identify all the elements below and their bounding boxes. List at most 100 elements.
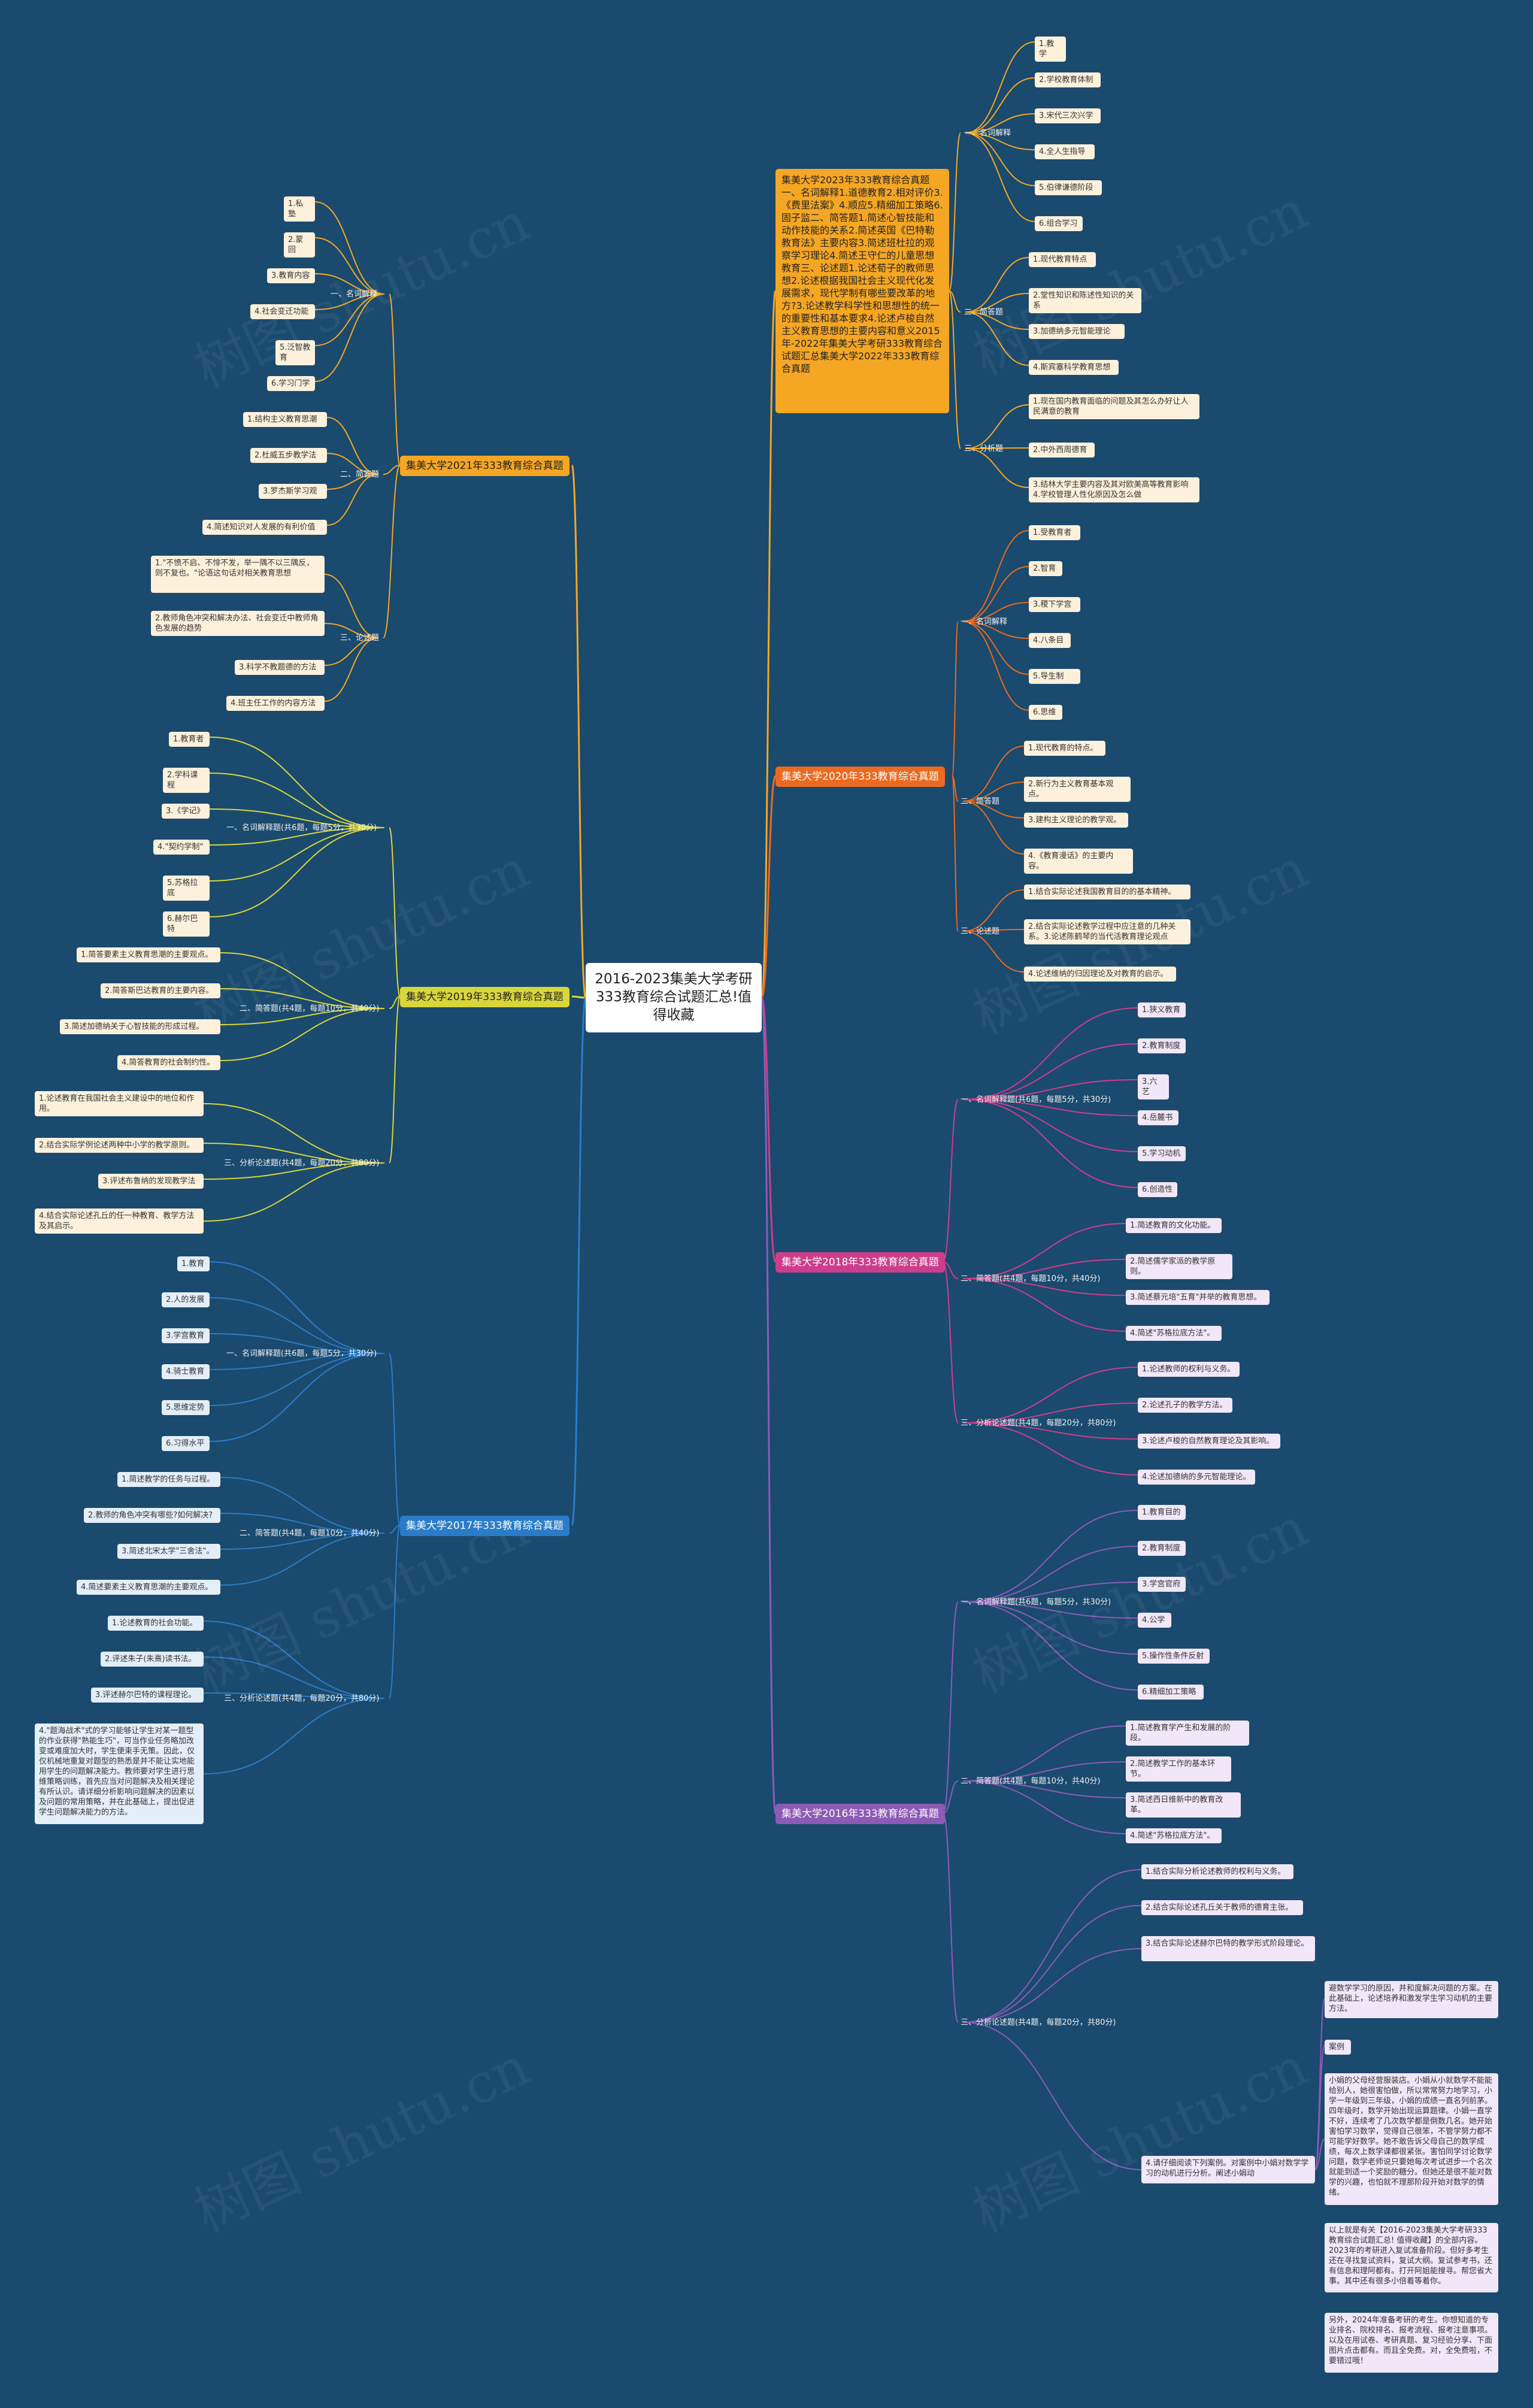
branch-2023-summary[interactable]: 集美大学2023年333教育综合真题一、名词解释1.道德教育2.相对评价3.《费… [775, 169, 949, 413]
leaf-item[interactable]: 6.思维 [1029, 705, 1062, 720]
leaf-item[interactable]: 3.六艺 [1138, 1074, 1169, 1099]
leaf-item[interactable]: 1.现在国内教育面临的问题及其怎么办好让人民满意的教育 [1029, 394, 1199, 419]
leaf-item[interactable]: 3.结合实际论述赫尔巴特的教学形式阶段理论。 [1141, 1936, 1315, 1961]
leaf-item[interactable]: 2.新行为主义教育基本观点。 [1024, 777, 1131, 802]
leaf-item[interactable]: 4.简述"苏格拉底方法"。 [1126, 1828, 1222, 1843]
leaf-item[interactable]: 6.创造性 [1138, 1182, 1177, 1197]
leaf-item[interactable]: 1.简述教育的文化功能。 [1126, 1218, 1222, 1233]
leaf-item[interactable]: 1.结合实际论述我国教育目的的基本精神。 [1024, 885, 1190, 899]
leaf-item[interactable]: 1.论述教师的权利与义务。 [1138, 1362, 1240, 1377]
leaf-item[interactable]: 6.学习门学 [267, 376, 315, 391]
leaf-item[interactable]: 2.智育 [1029, 561, 1062, 576]
leaf-item[interactable]: 4.论述加德纳的多元智能理论。 [1138, 1470, 1255, 1485]
leaf-item[interactable]: 2.简述教学工作的基本环节。 [1126, 1756, 1231, 1782]
note-summary[interactable]: 以上就是有关【2016-2023集美大学考研333教育综合试题汇总! 值得收藏】… [1325, 2223, 1498, 2292]
leaf-item[interactable]: 6.习得水平 [162, 1436, 210, 1451]
branch-2021[interactable]: 集美大学2021年333教育综合真题 [400, 456, 569, 476]
leaf-item[interactable]: 1.狭义教育 [1138, 1002, 1186, 1017]
leaf-item[interactable]: 1.论述教育在我国社会主义建设中的地位和作用。 [35, 1091, 204, 1116]
leaf-item[interactable]: 1.结合实际分析论述教师的权利与义务。 [1141, 1864, 1293, 1879]
leaf-item[interactable]: 4.简述知识对人发展的有利价值 [202, 520, 327, 535]
leaf-item[interactable]: 4.简述"苏格拉底方法"。 [1126, 1326, 1222, 1341]
leaf-item[interactable]: 2.蒙回 [284, 232, 315, 258]
leaf-item[interactable]: 4.公学 [1138, 1613, 1171, 1628]
case-label[interactable]: 案例 [1325, 2040, 1351, 2055]
leaf-item[interactable]: 1.教育者 [169, 732, 210, 747]
leaf-item[interactable]: 5.伯律谦德阶段 [1035, 180, 1102, 195]
leaf-item[interactable]: 4.论述维纳的归因理论及对教育的启示。 [1024, 967, 1176, 982]
leaf-item[interactable]: 3.评述赫尔巴特的课程理论。 [91, 1688, 204, 1703]
leaf-item[interactable]: 4.全人生指导 [1035, 144, 1095, 159]
leaf-item[interactable]: 3.学宫教育 [162, 1328, 210, 1343]
case-intro[interactable]: 避数学学习的原因，并和度解决问题的方案。在此基础上，论述培养和激发学生学习动机的… [1325, 1981, 1498, 2018]
leaf-item[interactable]: 2.评述朱子(朱熹)读书法。 [101, 1652, 204, 1667]
leaf-item[interactable]: 1.结构主义教育思潮 [243, 412, 327, 427]
leaf-item[interactable]: 3.学宫官府 [1138, 1577, 1186, 1592]
leaf-item[interactable]: 3.罗杰斯学习观 [259, 484, 327, 499]
leaf-item[interactable]: 4."题海战术"式的学习能够让学生对某一题型的作业获得"熟能生巧"，可当作业任务… [35, 1724, 204, 1824]
leaf-item[interactable]: 2.结合实际学例论述两种中小学的教学原则。 [35, 1138, 204, 1153]
leaf-item[interactable]: 1.教育目的 [1138, 1505, 1186, 1520]
leaf-item[interactable]: 1.现代教育的特点。 [1024, 741, 1105, 756]
leaf-item[interactable]: 4.斯宾塞科学教育思想 [1029, 360, 1119, 375]
leaf-item[interactable]: 2.杜威五步教学法 [250, 448, 327, 463]
leaf-item[interactable]: 5.导生制 [1029, 669, 1080, 684]
leaf-item[interactable]: 5.苏格拉底 [163, 876, 210, 901]
leaf-item[interactable]: 5.泛智教育 [275, 340, 315, 365]
leaf-item[interactable]: 2.教育制度 [1138, 1038, 1186, 1053]
leaf-item[interactable]: 4.骑士教育 [162, 1364, 210, 1379]
leaf-item[interactable]: 2.论述孔子的教学方法。 [1138, 1398, 1232, 1413]
leaf-item[interactable]: 3.加德纳多元智能理论 [1029, 324, 1125, 339]
leaf-item[interactable]: 4.岳麓书 [1138, 1110, 1178, 1125]
leaf-item[interactable]: 1.现代教育特点 [1029, 252, 1096, 267]
leaf-item[interactable]: 1.私塾 [284, 196, 315, 222]
leaf-item[interactable]: 2.简答斯巴达教育的主要内容。 [101, 983, 220, 998]
note-promo[interactable]: 另外，2024年准备考研的考生。你想知道的专业排名、院校排名、报考流程、报考注意… [1325, 2313, 1498, 2373]
leaf-item[interactable]: 2.中外西周德育 [1029, 443, 1095, 458]
branch-2018[interactable]: 集美大学2018年333教育综合真题 [775, 1252, 945, 1273]
leaf-item[interactable]: 3.论述卢梭的自然教育理论及其影响。 [1138, 1434, 1280, 1449]
leaf-item[interactable]: 1.论述教育的社会功能。 [108, 1616, 204, 1631]
leaf-item[interactable]: 2.堂性知识和陈述性知识的关系 [1029, 288, 1141, 313]
leaf-item[interactable]: 4.结合实际论述孔丘的任一种教育、教学方法及其启示。 [35, 1208, 204, 1234]
branch-2020[interactable]: 集美大学2020年333教育综合真题 [775, 767, 945, 787]
leaf-item[interactable]: 4.八条目 [1029, 633, 1071, 648]
leaf-item[interactable]: 2.教育制度 [1138, 1541, 1186, 1556]
leaf-item[interactable]: 3.评述布鲁纳的发现教学法 [98, 1174, 204, 1189]
leaf-item[interactable]: 3.简述北宋太学"三舍法"。 [117, 1544, 220, 1559]
leaf-item[interactable]: 3.建构主义理论的教学观。 [1024, 813, 1128, 828]
leaf-item[interactable]: 3.简述蔡元培"五育"并举的教育思想。 [1126, 1290, 1270, 1305]
leaf-item[interactable]: 4.请仔细阅读下列案例。对案例中小娟对数学学习的动机进行分析。阐述小娟动 [1141, 2156, 1315, 2183]
leaf-item[interactable]: 3.教育内容 [267, 268, 315, 283]
leaf-item[interactable]: 1.简述教育学产生和发展的阶段。 [1126, 1721, 1249, 1746]
leaf-item[interactable]: 3.科学不教题德的方法 [235, 660, 325, 675]
leaf-item[interactable]: 5.思维定势 [162, 1400, 210, 1415]
leaf-item[interactable]: 6.赫尔巴特 [163, 911, 210, 937]
branch-2017[interactable]: 集美大学2017年333教育综合真题 [400, 1516, 569, 1536]
leaf-item[interactable]: 2.人的发展 [162, 1292, 210, 1307]
leaf-item[interactable]: 1.简答要素主义教育思潮的主要观点。 [77, 947, 220, 962]
branch-2019[interactable]: 集美大学2019年333教育综合真题 [400, 987, 569, 1007]
leaf-item[interactable]: 4."契约学制" [153, 840, 210, 855]
leaf-item[interactable]: 3.稷下学宫 [1029, 597, 1080, 612]
leaf-item[interactable]: 2.学校教育体制 [1035, 72, 1101, 87]
leaf-item[interactable]: 4.社会变迁功能 [250, 304, 315, 319]
leaf-item[interactable]: 3.简述西日维新中的教育改革。 [1126, 1792, 1241, 1818]
leaf-item[interactable]: 1.简述教学的任务与过程。 [117, 1472, 220, 1487]
leaf-item[interactable]: 1.受教育者 [1029, 525, 1080, 540]
leaf-item[interactable]: 5.学习动机 [1138, 1146, 1186, 1161]
leaf-item[interactable]: 4.简述要素主义教育思潮的主要观点。 [77, 1580, 220, 1595]
leaf-item[interactable]: 2.教师角色冲突和解决办法、社会变迁中教师角色发展的趋势 [151, 611, 325, 636]
leaf-item[interactable]: 2.结合实际论述教学过程中应注意的几种关系。3.论述陈鹤琴的当代活教育理论观点 [1024, 919, 1190, 944]
case-story[interactable]: 小娟的父母经营服装店。小娟从小就数学不能能给别人，她很害怕做，所以常常努力地学习… [1325, 2073, 1498, 2205]
leaf-item[interactable]: 4.班主任工作的内容方法 [226, 696, 325, 711]
leaf-item[interactable]: 3.宋代三次兴学 [1035, 108, 1101, 123]
leaf-item[interactable]: 4.简答教育的社会制约性。 [117, 1055, 220, 1070]
leaf-item[interactable]: 2.学科课程 [163, 768, 210, 793]
leaf-item[interactable]: 2.教师的角色冲突有哪些?如何解决? [84, 1508, 220, 1523]
leaf-item[interactable]: 3.《学记》 [162, 804, 210, 819]
leaf-item[interactable]: 3.简述加德纳关于心智技能的形成过程。 [60, 1019, 220, 1034]
leaf-item[interactable]: 2.简述儒学家派的教学原则。 [1126, 1254, 1232, 1279]
leaf-item[interactable]: 6.组合学习 [1035, 216, 1083, 231]
leaf-item[interactable]: 1.教学 [1035, 37, 1066, 62]
